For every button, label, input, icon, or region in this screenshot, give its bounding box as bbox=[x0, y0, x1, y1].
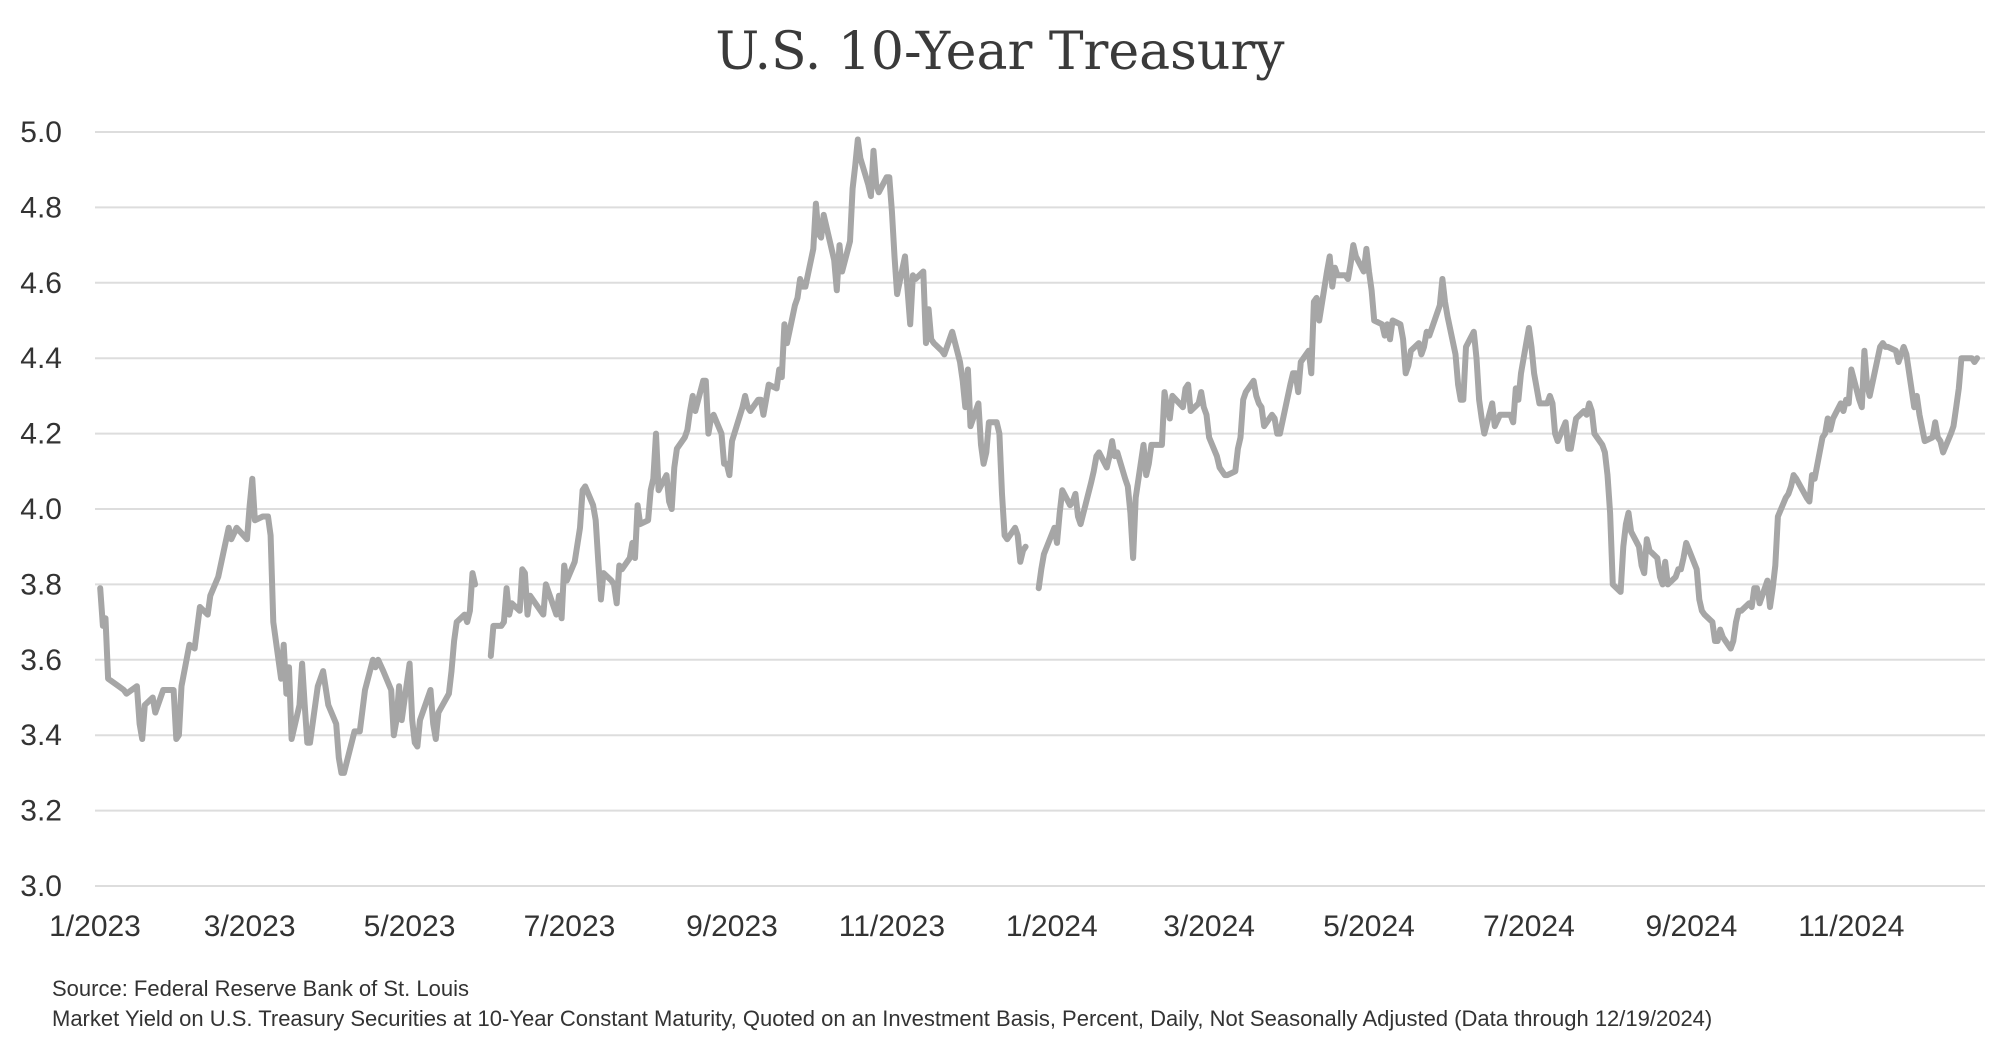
source-note: Source: Federal Reserve Bank of St. Loui… bbox=[52, 976, 469, 1001]
y-tick-label: 4.2 bbox=[20, 418, 62, 451]
y-tick-label: 3.0 bbox=[20, 870, 62, 903]
y-tick-label: 3.4 bbox=[20, 719, 62, 752]
x-tick-label: 5/2023 bbox=[364, 910, 456, 943]
x-tick-label: 1/2023 bbox=[49, 910, 141, 943]
chart-title: U.S. 10-Year Treasury bbox=[715, 22, 1285, 82]
x-tick-label: 3/2024 bbox=[1163, 910, 1255, 943]
x-tick-label: 1/2024 bbox=[1006, 910, 1098, 943]
y-tick-label: 3.8 bbox=[20, 568, 62, 601]
y-tick-label: 4.8 bbox=[20, 191, 62, 224]
gridlines bbox=[95, 131, 1985, 887]
x-tick-label: 11/2023 bbox=[839, 910, 945, 943]
y-tick-label: 4.6 bbox=[20, 267, 62, 300]
yield-line bbox=[97, 136, 1981, 776]
x-tick-label: 3/2023 bbox=[204, 910, 296, 943]
y-tick-label: 4.0 bbox=[20, 493, 62, 526]
y-tick-label: 4.4 bbox=[20, 342, 62, 375]
series-line bbox=[97, 136, 1981, 776]
x-axis: 1/2023 3/2023 5/2023 7/2023 9/2023 11/2023 1/2… bbox=[49, 910, 1904, 943]
chart-plot: 3.0 3.2 3.4 3.6 3.8 4.0 4.2 4.4 4.6 4.8 5.0 1/2023… bbox=[20, 116, 1985, 943]
y-tick-label: 3.2 bbox=[20, 795, 62, 828]
x-tick-label: 11/2024 bbox=[1798, 910, 1904, 943]
x-tick-label: 7/2024 bbox=[1483, 910, 1575, 943]
y-tick-label: 3.6 bbox=[20, 644, 62, 677]
y-tick-label: 5.0 bbox=[20, 116, 62, 149]
x-tick-label: 9/2024 bbox=[1646, 910, 1738, 943]
series-description-note: Market Yield on U.S. Treasury Securities… bbox=[52, 1006, 1713, 1031]
x-tick-label: 7/2023 bbox=[524, 910, 616, 943]
x-tick-label: 5/2024 bbox=[1323, 910, 1415, 943]
y-axis: 3.0 3.2 3.4 3.6 3.8 4.0 4.2 4.4 4.6 4.8 5.0 bbox=[20, 116, 62, 903]
x-tick-label: 9/2023 bbox=[686, 910, 778, 943]
